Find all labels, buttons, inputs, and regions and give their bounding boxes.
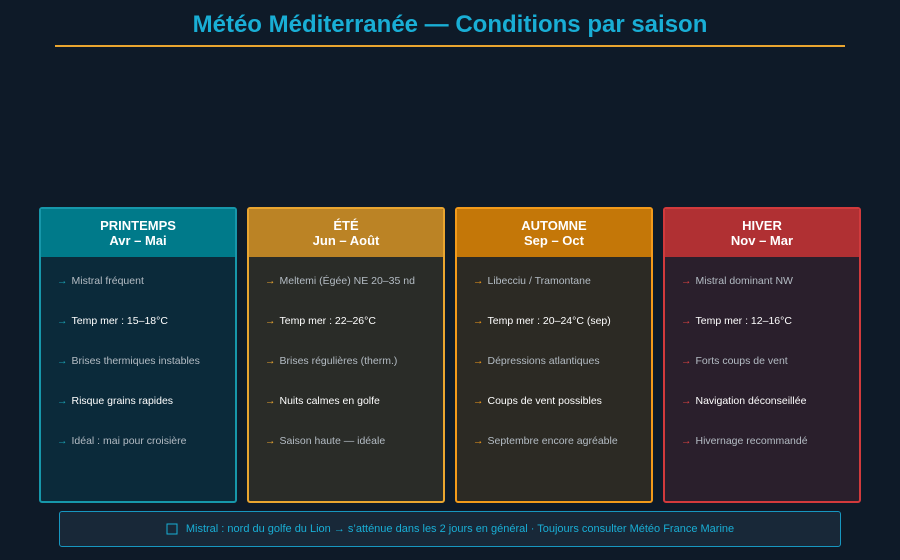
condition-list: Meltemi (Égée) NE 20–35 ndTemp mer : 22–… [265, 275, 439, 475]
condition-item: Temp mer : 20–24°C (sep) [473, 315, 647, 355]
season-name: ÉTÉ [333, 218, 359, 233]
condition-item: Temp mer : 12–16°C [681, 315, 855, 355]
condition-item: Meltemi (Égée) NE 20–35 nd [265, 275, 439, 315]
info-icon [166, 523, 178, 535]
season-name: PRINTEMPS [100, 218, 176, 233]
condition-item: Brises régulières (therm.) [265, 355, 439, 395]
condition-list: Mistral fréquentTemp mer : 15–18°CBrises… [57, 275, 231, 475]
condition-item: Dépressions atlantiques [473, 355, 647, 395]
footer-note: Mistral : nord du golfe du Lion → s’atté… [59, 511, 841, 547]
condition-item: Hivernage recommandé [681, 435, 855, 475]
condition-item: Temp mer : 15–18°C [57, 315, 231, 355]
condition-item: Navigation déconseillée [681, 395, 855, 435]
condition-item: Risque grains rapides [57, 395, 231, 435]
condition-list: Mistral dominant NWTemp mer : 12–16°CFor… [681, 275, 855, 475]
season-period: Sep – Oct [524, 233, 584, 248]
season-period: Jun – Août [312, 233, 380, 248]
condition-item: Temp mer : 22–26°C [265, 315, 439, 355]
condition-item: Mistral fréquent [57, 275, 231, 315]
season-name: HIVER [742, 218, 782, 233]
page-title: Météo Méditerranée — Conditions par sais… [192, 11, 708, 38]
condition-item: Septembre encore agréable [473, 435, 647, 475]
condition-item: Idéal : mai pour croisière [57, 435, 231, 475]
footer-text: Mistral : nord du golfe du Lion → s’atté… [185, 523, 735, 535]
condition-item: Libecciu / Tramontane [473, 275, 647, 315]
card-header: AUTOMNE Sep – Oct [457, 209, 651, 257]
season-name: AUTOMNE [521, 218, 587, 233]
condition-item: Forts coups de vent [681, 355, 855, 395]
card-header: HIVER Nov – Mar [665, 209, 859, 257]
condition-item: Mistral dominant NW [681, 275, 855, 315]
condition-item: Nuits calmes en golfe [265, 395, 439, 435]
season-period: Avr – Mai [109, 233, 167, 248]
condition-item: Coups de vent possibles [473, 395, 647, 435]
condition-list: Libecciu / TramontaneTemp mer : 20–24°C … [473, 275, 647, 475]
condition-item: Saison haute — idéale [265, 435, 439, 475]
card-header: PRINTEMPS Avr – Mai [41, 209, 235, 257]
season-period: Nov – Mar [730, 233, 794, 248]
title-rule [55, 45, 845, 47]
condition-item: Brises thermiques instables [57, 355, 231, 395]
card-header: ÉTÉ Jun – Août [249, 209, 443, 257]
